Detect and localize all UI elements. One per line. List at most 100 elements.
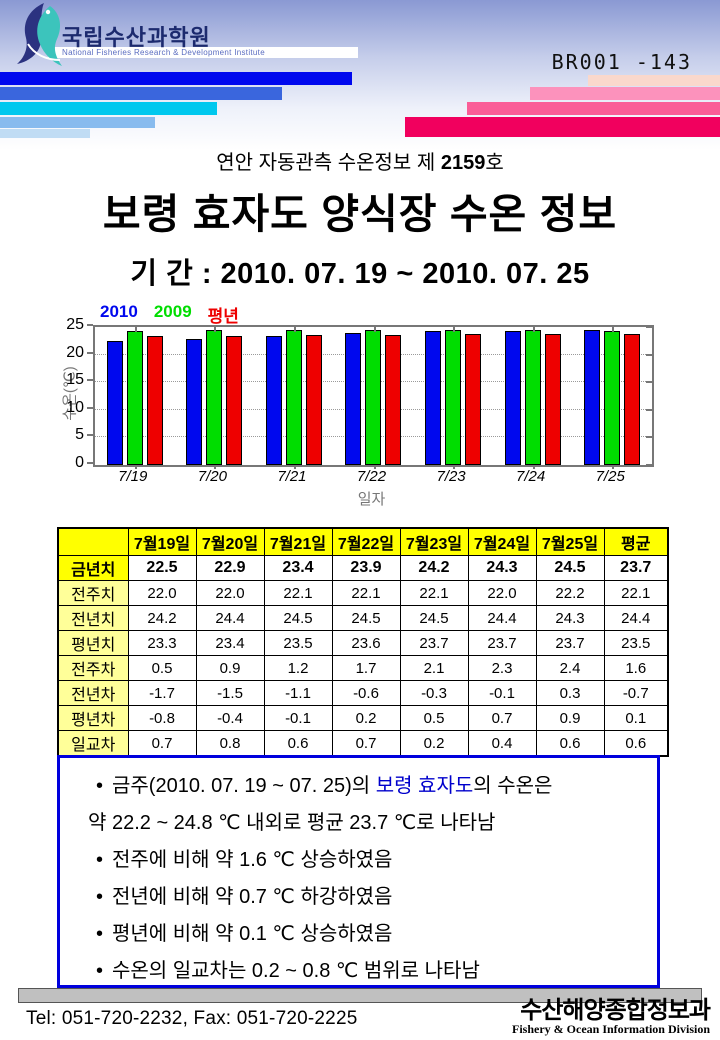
table-cell: 23.7 [467, 630, 537, 656]
legend-item: 2009 [153, 302, 192, 321]
table-cell: 22.2 [535, 580, 605, 606]
chart-bar-2010 [504, 330, 521, 465]
chart-bar-2010 [425, 331, 442, 465]
table-cell: 1.6 [603, 655, 669, 681]
table-cell: 0.4 [467, 730, 537, 757]
y-tick-mark [87, 434, 93, 437]
table-cell: 1.7 [331, 655, 401, 681]
table-cell: 24.5 [535, 555, 605, 581]
legend-item: 2010 [100, 302, 138, 321]
chart-bar-평년 [146, 336, 163, 465]
chart-bar-2009 [445, 329, 462, 465]
right-tick-mark [646, 326, 652, 328]
bullet-dot: • [96, 960, 104, 982]
x-tick-mark [612, 465, 615, 469]
table-cell: 22.1 [603, 580, 669, 606]
chart-bar-2009 [365, 329, 382, 465]
table-col-header: 7월22일 [331, 527, 401, 556]
table-cell: 24.3 [535, 605, 605, 631]
table-cell: 0.6 [263, 730, 333, 757]
footer-division: 수산해양종합정보과 Fishery & Ocean Information Di… [512, 999, 711, 1037]
table-cell: 24.3 [467, 555, 537, 581]
table-row: 전주치 22.0 22.0 22.1 22.1 22.1 22.0 22.2 22.1 [57, 580, 669, 606]
chart-bar-평년 [624, 334, 641, 465]
x-tick-mark [373, 465, 376, 469]
bar-group [493, 327, 573, 465]
footer-contact: Tel: 051-720-2232, Fax: 051-720-2225 [26, 1008, 358, 1029]
table-cell: 0.3 [535, 680, 605, 706]
top-tick-mark [214, 327, 217, 332]
table-cell: 23.7 [535, 630, 605, 656]
table-col-header: 7월20일 [195, 527, 265, 556]
table-row: 전주차 0.5 0.9 1.2 1.7 2.1 2.3 2.4 1.6 [57, 655, 669, 681]
table-row-label: 전주치 [57, 580, 129, 606]
table-cell: 23.3 [127, 630, 197, 656]
table-row: 전년치 24.2 24.4 24.5 24.5 24.5 24.4 24.3 24.4 [57, 605, 669, 631]
table-cell: 1.2 [263, 655, 333, 681]
table-col-header: 7월24일 [467, 527, 537, 556]
y-tick-label: 5 [75, 426, 84, 444]
legend-item: 평년 [207, 307, 239, 326]
table-cell: 24.2 [127, 605, 197, 631]
chart-bar-평년 [465, 334, 482, 465]
temperature-bar-chart: 수온(℃) 2010 2009 평년 0 5 10 15 20 25 7/19 7/20 7/21… [0, 298, 720, 510]
info-suffix: 호 [485, 152, 504, 174]
chart-legend: 2010 2009 평년 [100, 302, 239, 327]
table-cell: -0.7 [603, 680, 669, 706]
table-row-label: 전년치 [57, 605, 129, 631]
table-cell: -0.8 [127, 705, 197, 731]
report-info-line: 연안 자동관측 수온정보 제 2159호 [0, 146, 720, 175]
x-tick-mark [453, 465, 456, 469]
summary-bullets: • 전주에 비해 약 1.6 ℃ 상승하였음 • 전년에 비해 약 0.7 ℃ 하강하… [60, 842, 657, 990]
table-header-row: 7월19일 7월20일 7월21일 7월22일 7월23일 7월24일 7월25일 평균 [57, 527, 669, 556]
period-line: 기 간 : 2010. 07. 19 ~ 2010. 07. 25 [130, 258, 590, 290]
table-col-header: 7월25일 [535, 527, 605, 556]
info-issue-number: 2159 [440, 152, 486, 174]
top-tick-mark [612, 327, 615, 332]
chart-bar-평년 [544, 334, 561, 465]
table-cell: 22.1 [263, 580, 333, 606]
x-tick-label: 7/21 [277, 468, 307, 485]
table-cell: 24.5 [331, 605, 401, 631]
table-cell: 0.9 [195, 655, 265, 681]
x-tick-label: 7/25 [595, 468, 625, 485]
org-name-korean: 국립수산과학원 [62, 25, 211, 50]
temperature-table-wrap: 7월19일 7월20일 7월21일 7월22일 7월23일 7월24일 7월25일 평균 금년… [57, 527, 669, 757]
table-col-header: 평균 [603, 527, 669, 556]
chart-bar-2009 [524, 330, 541, 465]
table-cell: 24.4 [195, 605, 265, 631]
chart-bar-평년 [305, 335, 322, 465]
chart-bar-2010 [106, 340, 123, 465]
table-cell: 22.5 [127, 555, 197, 581]
x-tick-mark [214, 465, 217, 469]
table-cell: 23.9 [331, 555, 401, 581]
top-tick-mark [293, 327, 296, 332]
summary-line-2: 약 22.2 ~ 24.8 ℃ 내외로 평균 23.7 ℃로 나타남 [88, 812, 496, 834]
y-tick-mark [87, 351, 93, 354]
table-cell: 24.5 [263, 605, 333, 631]
summary-bullet-line: • 전년에 비해 약 0.7 ℃ 하강하였음 [60, 879, 657, 916]
table-cell: -1.5 [195, 680, 265, 706]
y-tick-label: 25 [66, 316, 84, 333]
table-cell: 22.0 [195, 580, 265, 606]
y-tick-mark [87, 324, 93, 326]
table-row-label: 일교차 [57, 730, 129, 757]
right-tick-mark [646, 408, 652, 411]
bullet-dot: • [96, 886, 104, 908]
bar-group [572, 327, 652, 465]
y-tick-mark [87, 406, 93, 409]
deco-bar-blue [0, 87, 282, 100]
bullet-dot: • [96, 849, 104, 871]
chart-bar-평년 [226, 335, 243, 465]
summary-box: • 금주(2010. 07. 19 ~ 07. 25)의 보령 효자도의 수온은 … [57, 755, 660, 988]
table-row: 평년차 -0.8 -0.4 -0.1 0.2 0.5 0.7 0.9 0.1 [57, 705, 669, 731]
table-row: 일교차 0.7 0.8 0.6 0.7 0.2 0.4 0.6 0.6 [57, 730, 669, 757]
chart-bar-2009 [206, 330, 223, 465]
table-row-label: 전주차 [57, 655, 129, 681]
chart-bar-평년 [385, 334, 402, 465]
table-cell: 0.1 [603, 705, 669, 731]
deco-bar-pink [467, 102, 720, 115]
right-tick-mark [646, 436, 652, 439]
x-tick-mark [293, 465, 296, 469]
bar-group [413, 327, 493, 465]
